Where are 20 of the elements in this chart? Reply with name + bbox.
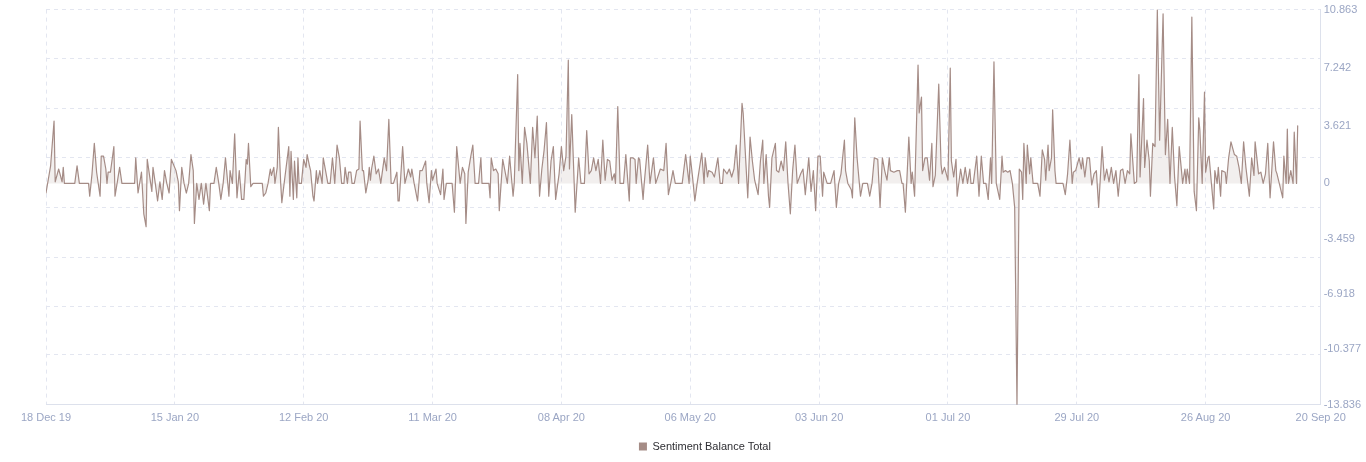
- y-tick-label: 10.863: [1323, 2, 1358, 15]
- x-tick-label: 06 May 20: [664, 411, 716, 424]
- x-tick-label: 12 Feb 20: [278, 411, 329, 424]
- x-tick-label: 20 Sep 20: [1295, 411, 1346, 424]
- y-tick-label: -10.377: [1323, 342, 1361, 355]
- legend-label: Sentiment Balance Total: [652, 439, 771, 452]
- y-tick-label: -13.836: [1323, 397, 1361, 410]
- x-tick-label: 18 Dec 19: [20, 411, 72, 424]
- x-tick-label: 29 Jul 20: [1054, 411, 1100, 424]
- x-tick-label: 08 Apr 20: [537, 411, 585, 424]
- y-tick-label: -6.918: [1323, 287, 1355, 300]
- x-tick-label: 03 Jun 20: [794, 411, 844, 424]
- y-tick-label: 3.621: [1323, 118, 1352, 131]
- x-tick-label: 15 Jan 20: [150, 411, 200, 424]
- y-tick-label: 0: [1323, 176, 1330, 189]
- x-tick-label: 11 Mar 20: [408, 411, 457, 424]
- y-tick-label: -3.459: [1323, 231, 1355, 244]
- x-tick-label: 26 Aug 20: [1180, 411, 1231, 424]
- y-tick-label: 7.242: [1323, 60, 1352, 73]
- x-tick-label: 01 Jul 20: [925, 411, 971, 424]
